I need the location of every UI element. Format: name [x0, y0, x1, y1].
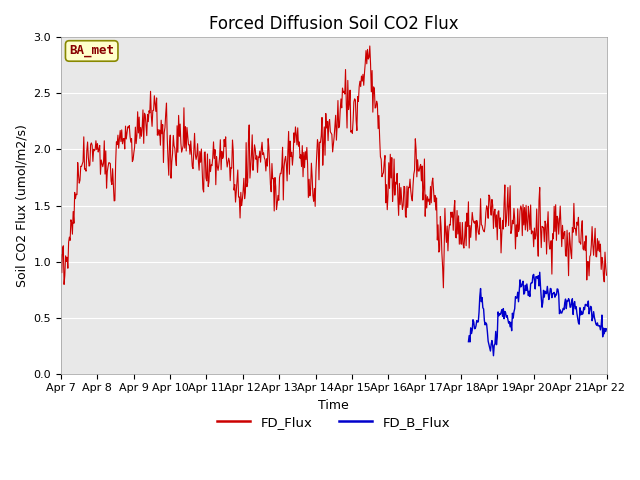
FD_Flux [440, 285, 447, 291]
FD_B_Flux [483, 321, 490, 327]
FD_Flux [67, 217, 75, 223]
FD_B_Flux [465, 339, 472, 345]
FD_B_Flux [465, 333, 473, 338]
FD_B_Flux [509, 311, 516, 316]
Title: Forced Diffusion Soil CO2 Flux: Forced Diffusion Soil CO2 Flux [209, 15, 459, 33]
FD_Flux [401, 184, 408, 190]
FD_Flux [207, 162, 215, 168]
FD_B_Flux [536, 269, 543, 275]
Y-axis label: Soil CO2 Flux (umol/m2/s): Soil CO2 Flux (umol/m2/s) [15, 124, 28, 287]
FD_Flux [417, 162, 424, 168]
FD_Flux [123, 130, 131, 135]
FD_Flux [366, 43, 374, 49]
Line: FD_B_Flux: FD_B_Flux [468, 272, 607, 356]
Line: FD_Flux: FD_Flux [61, 46, 607, 288]
FD_B_Flux [535, 283, 543, 289]
FD_B_Flux [490, 353, 497, 359]
FD_Flux [603, 272, 611, 278]
FD_Flux [57, 252, 65, 258]
FD_B_Flux [525, 293, 532, 299]
FD_B_Flux [603, 326, 611, 332]
FD_Flux [179, 146, 186, 152]
X-axis label: Time: Time [318, 399, 349, 412]
Legend: FD_Flux, FD_B_Flux: FD_Flux, FD_B_Flux [212, 411, 456, 434]
FD_B_Flux [486, 345, 493, 350]
Text: BA_met: BA_met [69, 45, 114, 58]
